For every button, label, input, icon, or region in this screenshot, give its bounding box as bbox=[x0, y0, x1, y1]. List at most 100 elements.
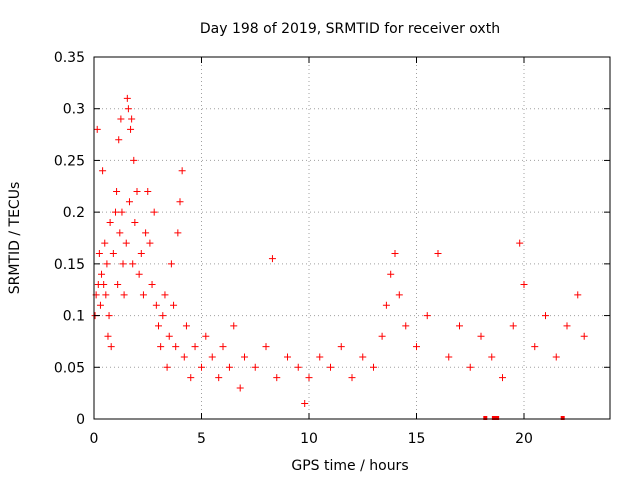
data-point bbox=[96, 301, 104, 309]
x-tick-label: 20 bbox=[515, 431, 533, 447]
data-point bbox=[148, 281, 156, 289]
data-point bbox=[105, 312, 113, 320]
data-point bbox=[273, 374, 281, 382]
data-point bbox=[128, 115, 136, 123]
data-point bbox=[112, 208, 119, 216]
data-point bbox=[509, 322, 517, 330]
chart-title: Day 198 of 2019, SRMTID for receiver oxt… bbox=[200, 21, 500, 37]
data-point bbox=[225, 363, 233, 371]
data-point bbox=[531, 343, 539, 351]
data-point bbox=[434, 250, 442, 258]
data-point bbox=[359, 353, 367, 361]
data-point bbox=[445, 353, 453, 361]
data-point bbox=[124, 105, 132, 113]
data-point bbox=[191, 343, 199, 351]
data-point bbox=[174, 229, 182, 237]
data-point bbox=[542, 312, 549, 320]
data-point bbox=[127, 125, 135, 133]
data-point bbox=[152, 301, 160, 309]
data-point bbox=[99, 167, 107, 175]
y-tick-label: 0.3 bbox=[63, 102, 85, 118]
data-point bbox=[423, 312, 431, 320]
data-point bbox=[172, 343, 180, 351]
data-point bbox=[552, 353, 560, 361]
data-point bbox=[370, 363, 377, 371]
data-point bbox=[348, 374, 356, 382]
data-point bbox=[456, 322, 463, 330]
data-point bbox=[107, 343, 115, 351]
data-point bbox=[157, 343, 165, 351]
x-tick-label: 0 bbox=[90, 431, 99, 447]
data-point bbox=[163, 363, 171, 371]
data-point bbox=[208, 353, 216, 361]
data-point bbox=[101, 239, 109, 247]
zero-marker bbox=[560, 416, 565, 420]
data-point bbox=[115, 136, 123, 144]
data-point bbox=[413, 343, 420, 351]
x-axis-label: GPS time / hours bbox=[291, 458, 408, 474]
data-point bbox=[176, 198, 184, 206]
data-point bbox=[122, 239, 130, 247]
data-point bbox=[391, 250, 399, 258]
data-point bbox=[155, 322, 162, 330]
data-point bbox=[499, 374, 506, 382]
data-point bbox=[268, 255, 276, 263]
y-axis-label: SRMTID / TECUs bbox=[7, 182, 23, 295]
data-point bbox=[316, 353, 324, 361]
y-tick-label: 0.2 bbox=[63, 205, 85, 221]
data-point bbox=[395, 291, 403, 299]
data-point bbox=[182, 322, 190, 330]
x-tick-label: 5 bbox=[197, 431, 206, 447]
x-tick-label: 10 bbox=[300, 431, 318, 447]
data-point bbox=[241, 353, 248, 361]
grid bbox=[94, 57, 610, 419]
data-point bbox=[402, 322, 410, 330]
data-point bbox=[129, 260, 137, 268]
data-point bbox=[301, 399, 309, 407]
data-point bbox=[488, 353, 496, 361]
x-tick-label: 15 bbox=[408, 431, 426, 447]
data-point bbox=[284, 353, 291, 361]
data-point bbox=[120, 291, 128, 299]
data-point bbox=[580, 332, 588, 340]
data-point bbox=[170, 301, 178, 309]
data-point bbox=[230, 322, 238, 330]
data-point bbox=[137, 250, 145, 258]
data-point bbox=[106, 218, 114, 226]
data-point bbox=[251, 363, 259, 371]
data-point bbox=[117, 115, 125, 123]
y-tick-label: 0.35 bbox=[54, 50, 85, 66]
data-point bbox=[130, 156, 138, 164]
data-point bbox=[294, 363, 302, 371]
data-point bbox=[198, 363, 205, 371]
y-tick-label: 0 bbox=[76, 412, 85, 428]
data-point bbox=[98, 270, 106, 278]
data-point bbox=[337, 343, 345, 351]
data-point bbox=[139, 291, 147, 299]
data-point bbox=[125, 198, 133, 206]
data-point bbox=[118, 208, 126, 216]
data-point bbox=[180, 353, 188, 361]
data-point bbox=[133, 187, 141, 195]
data-point bbox=[103, 260, 111, 268]
data-point bbox=[187, 374, 195, 382]
data-point bbox=[135, 270, 143, 278]
data-point bbox=[93, 125, 101, 133]
data-point bbox=[378, 332, 386, 340]
data-point bbox=[215, 374, 223, 382]
data-point bbox=[202, 332, 210, 340]
data-point bbox=[167, 260, 175, 268]
data-point bbox=[113, 187, 121, 195]
data-point bbox=[387, 270, 395, 278]
data-point bbox=[100, 281, 108, 289]
data-point bbox=[178, 167, 186, 175]
data-point bbox=[477, 332, 485, 340]
data-point bbox=[146, 239, 154, 247]
data-point bbox=[574, 291, 582, 299]
zero-marker bbox=[483, 416, 488, 420]
data-point bbox=[516, 239, 524, 247]
data-point bbox=[95, 250, 103, 258]
data-point bbox=[114, 281, 122, 289]
data-point bbox=[520, 281, 528, 289]
data-point bbox=[102, 291, 110, 299]
